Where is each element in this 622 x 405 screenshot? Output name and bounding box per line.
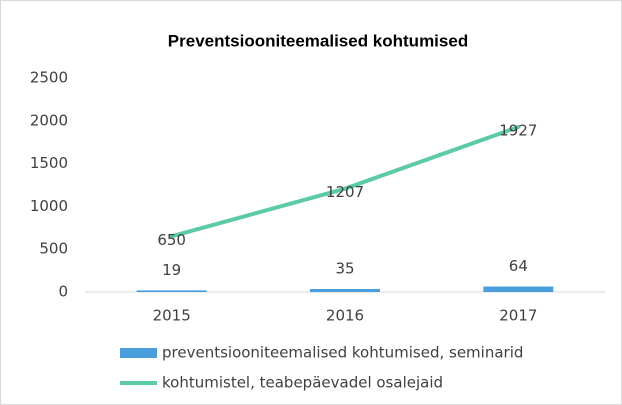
y-tick-label: 2500 xyxy=(30,69,68,87)
legend-label: kohtumistel, teabepäevadel osalejaid xyxy=(162,374,443,392)
y-tick-label: 1500 xyxy=(30,154,68,172)
x-tick-label: 2015 xyxy=(153,307,191,325)
legend-label: preventsiooniteemalised kohtumised, semi… xyxy=(162,344,523,362)
chart-title: Preventsiooniteemalised kohtumised xyxy=(168,31,468,50)
line xyxy=(169,125,521,239)
data-label: 19 xyxy=(162,261,181,279)
data-label: 35 xyxy=(335,260,354,278)
bar xyxy=(136,290,207,292)
x-tick-label: 2017 xyxy=(499,307,537,325)
data-label: 1207 xyxy=(326,183,364,201)
data-label: 650 xyxy=(157,231,186,249)
x-tick-label: 2016 xyxy=(326,307,364,325)
bar xyxy=(310,289,380,292)
y-tick-label: 2000 xyxy=(30,111,68,129)
bar xyxy=(483,286,554,292)
data-label: 1927 xyxy=(499,122,537,140)
data-label: 64 xyxy=(509,257,528,275)
y-tick-label: 1000 xyxy=(30,197,68,215)
y-tick-label: 0 xyxy=(58,283,68,301)
y-tick-label: 500 xyxy=(39,240,68,258)
legend-swatch xyxy=(120,348,157,358)
